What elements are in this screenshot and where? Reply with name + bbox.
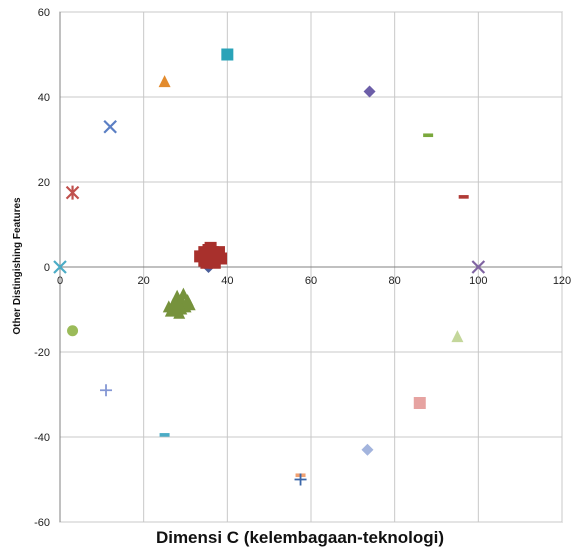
data-point (363, 85, 376, 98)
data-point (158, 75, 171, 88)
data-point (65, 185, 80, 200)
data-point (294, 473, 307, 486)
data-point (471, 260, 486, 274)
x-tick-label: 80 (389, 275, 401, 287)
x-tick-label: 40 (221, 275, 233, 287)
y-axis-label: Other Distingishing Features (12, 197, 23, 335)
data-point (67, 325, 79, 337)
data-point (458, 195, 469, 199)
data-point (169, 296, 182, 309)
data-point (413, 397, 426, 409)
y-tick-label: 0 (44, 262, 50, 274)
data-point (212, 246, 225, 259)
x-tick-label: 120 (553, 275, 571, 287)
data-points (53, 48, 486, 486)
x-tick-label: 20 (138, 275, 150, 287)
tick-labels: 0 20 40 60 80 100 120 -60 -40 -20 0 20 40 60 (34, 7, 571, 529)
x-tick-label: 0 (57, 275, 63, 287)
data-point (159, 433, 170, 437)
x-tick-label: 60 (305, 275, 317, 287)
data-point (103, 119, 117, 134)
y-tick-label: -20 (34, 347, 50, 359)
data-point (200, 256, 213, 269)
data-point (451, 330, 464, 343)
y-tick-label: 40 (38, 92, 50, 104)
y-tick-label: 20 (38, 177, 50, 189)
y-tick-label: 60 (38, 7, 50, 19)
data-point (177, 287, 190, 300)
data-point (423, 133, 434, 138)
data-point (221, 48, 234, 61)
y-tick-label: -60 (34, 517, 50, 529)
data-point (361, 443, 374, 456)
data-point (100, 384, 113, 397)
data-point (53, 260, 67, 274)
y-tick-label: -40 (34, 432, 50, 444)
grid-lines (59, 11, 563, 523)
data-point (164, 304, 177, 317)
x-axis-label: Dimensi C (kelembagaan-teknologi) (156, 528, 444, 547)
data-point (183, 298, 196, 311)
x-tick-label: 100 (469, 275, 487, 287)
